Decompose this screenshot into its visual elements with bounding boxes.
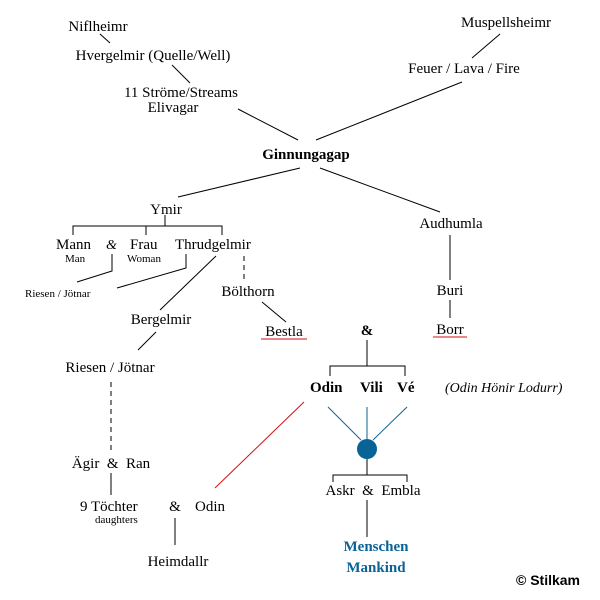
alt-names: (Odin Hönir Lodurr) — [445, 381, 563, 396]
connector — [137, 331, 157, 351]
man: Man — [65, 253, 86, 265]
ve: Vé — [397, 380, 415, 396]
daughters: daughters — [95, 514, 138, 526]
connector-blue — [372, 406, 408, 441]
creation-node — [357, 439, 377, 459]
ymir: Ymir — [150, 202, 182, 218]
copyright: © Stilkam — [516, 572, 580, 588]
fire: Feuer / Lava / Fire — [408, 61, 520, 77]
thrudgelmir: Thrudgelmir — [175, 237, 251, 253]
frau: Frau — [130, 237, 158, 253]
connector — [72, 225, 223, 235]
odin-2: Odin — [195, 499, 226, 515]
connector — [76, 254, 113, 283]
connector — [329, 365, 406, 376]
ampersand-bold: & — [361, 323, 374, 339]
connector — [177, 167, 301, 198]
connector — [237, 108, 299, 141]
ginnungagap: Ginnungagap — [262, 147, 350, 163]
streams: 11 Ströme/Streams — [124, 85, 238, 101]
ampersand: & — [106, 238, 117, 253]
connector — [315, 81, 463, 141]
agir-ran: Ägir & Ran — [72, 455, 151, 472]
ampersand: & — [169, 499, 181, 515]
menschen: Menschen — [344, 539, 410, 555]
bergelmir: Bergelmir — [131, 312, 192, 328]
muspellsheimr: Muspellsheimr — [461, 15, 551, 31]
borr: Borr — [436, 322, 464, 338]
connector — [332, 474, 408, 482]
connector — [99, 33, 111, 44]
hvergelmir: Hvergelmir (Quelle/Well) — [76, 48, 231, 64]
riesen-jotnar-small: Riesen / Jötnar — [25, 288, 91, 300]
mann: Mann — [56, 237, 91, 253]
buri: Buri — [437, 283, 464, 299]
bolthorn: Bölthorn — [221, 284, 275, 300]
audhumla: Audhumla — [419, 216, 483, 232]
woman: Woman — [127, 253, 161, 265]
connector — [159, 255, 217, 311]
connector — [261, 301, 287, 323]
connector — [116, 254, 187, 289]
vili: Vili — [360, 380, 383, 396]
tochter: 9 Töchter — [80, 499, 138, 515]
heimdallr: Heimdallr — [148, 554, 209, 570]
odin: Odin — [310, 380, 343, 396]
connector-blue — [327, 406, 362, 441]
connector — [319, 167, 441, 213]
connector — [171, 64, 191, 84]
connector — [471, 33, 501, 59]
connector-red — [214, 401, 305, 489]
bestla: Bestla — [265, 324, 303, 340]
askr-embla: Askr & Embla — [326, 483, 421, 499]
niflheimr: Niflheimr — [68, 19, 127, 35]
elivagar: Elivagar — [148, 100, 199, 116]
riesen-jotnar: Riesen / Jötnar — [65, 360, 154, 376]
mankind: Mankind — [346, 560, 406, 576]
connectors — [72, 33, 501, 545]
